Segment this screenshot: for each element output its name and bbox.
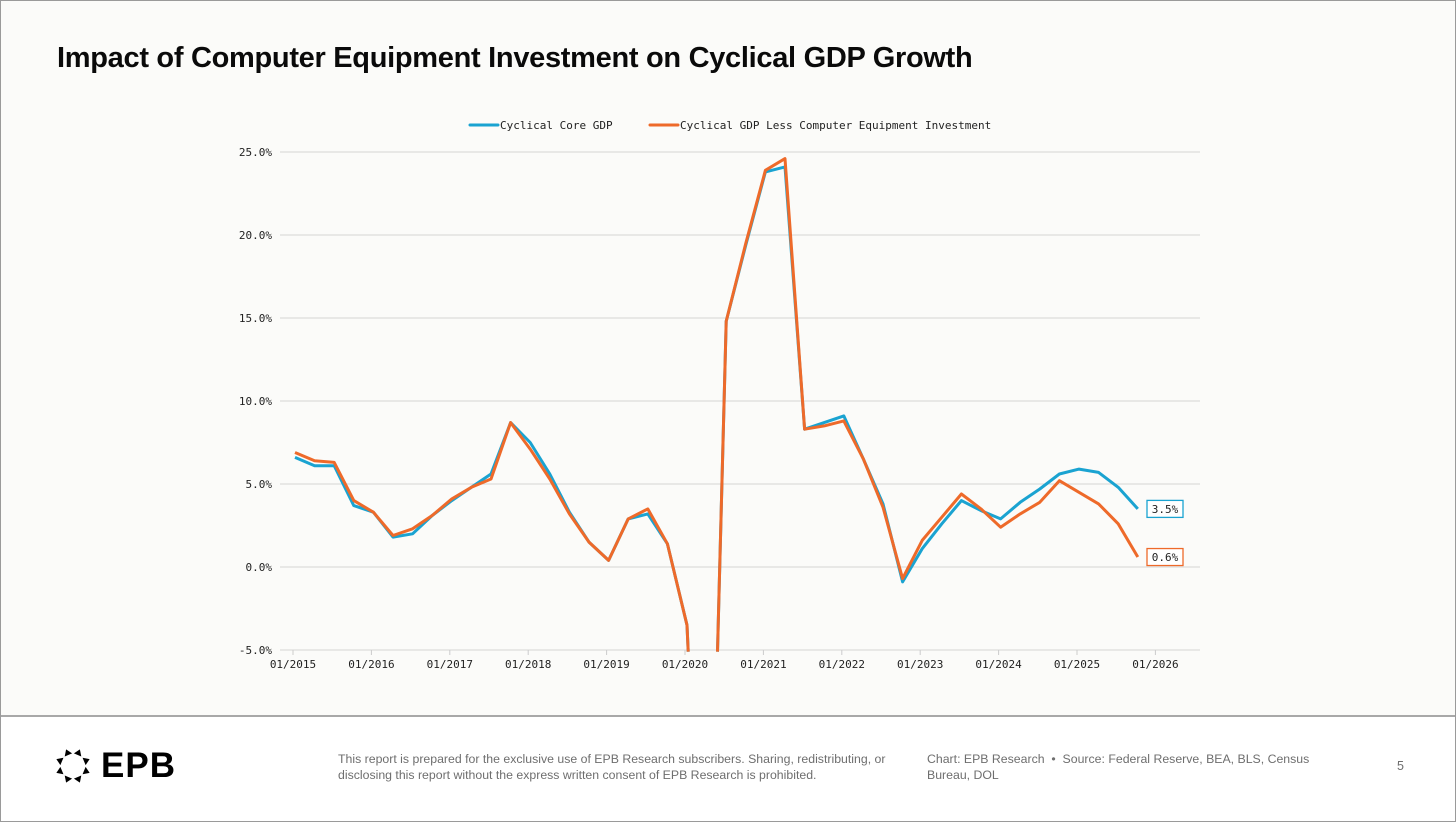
chart-panel [1,1,1455,715]
logo-text: EPB [101,746,176,785]
series-line-cyclical-core-gdp [294,165,1139,652]
logo-triangle [82,766,90,775]
y-tick-label: 10.0% [239,395,272,408]
x-tick-label: 01/2021 [740,658,786,671]
x-tick-label: 01/2024 [975,658,1022,671]
logo-triangle-shape [56,757,64,766]
logo-triangle-shape [64,775,73,783]
epb-logo: EPB [55,748,176,784]
logo-triangle [82,757,90,766]
y-axis: 25.0% 20.0% 15.0% 10.0% 5.0% 0.0% -5.0% [239,146,272,657]
x-tick-label: 01/2018 [505,658,551,671]
page-title: Impact of Computer Equipment Investment … [57,42,973,74]
chart-credit: Chart: EPB Research [927,752,1045,766]
epb-star-icon [56,749,90,783]
series-line-gdp-less-computer-equipment [294,157,1140,652]
x-tick-label: 01/2023 [897,658,943,671]
x-tick-label: 01/2019 [583,658,629,671]
data-source: Source: Federal Reserve, BEA, BLS, Censu… [927,752,1310,782]
x-tick-label: 01/2015 [270,658,316,671]
x-tick-label: 01/2026 [1132,658,1178,671]
legend-label: Cyclical Core GDP [500,119,613,132]
end-value-label: 3.5% [1152,503,1179,516]
x-tick-label: 01/2020 [662,658,708,671]
footer-divider [1,715,1455,717]
y-tick-label: 25.0% [239,146,272,159]
logo-triangle [73,775,82,783]
x-axis: 01/2015 01/2016 01/2017 01/2018 01/2019 01/20… [270,650,1179,671]
y-tick-label: 0.0% [246,561,273,574]
legend: Cyclical Core GDP Cyclical GDP Less Compu… [468,119,991,132]
source-note: Chart: EPB Research • Source: Federal Re… [927,752,1310,782]
logo-triangle-shape [56,766,64,775]
legend-label: Cyclical GDP Less Computer Equipment Inv… [680,119,991,132]
logo-triangle-shape [82,757,90,766]
gridlines [280,151,1200,651]
x-tick-label: 01/2022 [819,658,865,671]
end-value-badge [1146,499,1184,519]
page-number: 5 [1397,759,1404,773]
y-tick-label: -5.0% [239,644,272,657]
y-tick-label: 5.0% [246,478,273,491]
logo-triangle [56,766,64,775]
series-lines [294,157,1140,652]
disclaimer-text: This report is prepared for the exclusiv… [338,752,886,782]
x-tick-label: 01/2025 [1054,658,1100,671]
line-chart: 01/2015 01/2016 01/2017 01/2018 01/2019 01/20… [239,119,1200,671]
logo-triangle [64,775,73,783]
end-value-label: 0.6% [1152,551,1179,564]
logo-triangle [73,749,82,757]
x-tick-label: 01/2016 [348,658,394,671]
logo-triangle-shape [82,766,90,775]
logo-triangle-shape [73,749,82,757]
x-tick-label: 01/2017 [427,658,473,671]
y-tick-label: 15.0% [239,312,272,325]
logo-triangle-shape [64,749,73,757]
logo-triangle [56,757,64,766]
logo-triangle-shape [73,775,82,783]
y-tick-label: 20.0% [239,229,272,242]
logo-triangle [64,749,73,757]
end-value-badge [1146,547,1184,567]
end-labels: 3.5% 0.6% [1146,499,1184,567]
